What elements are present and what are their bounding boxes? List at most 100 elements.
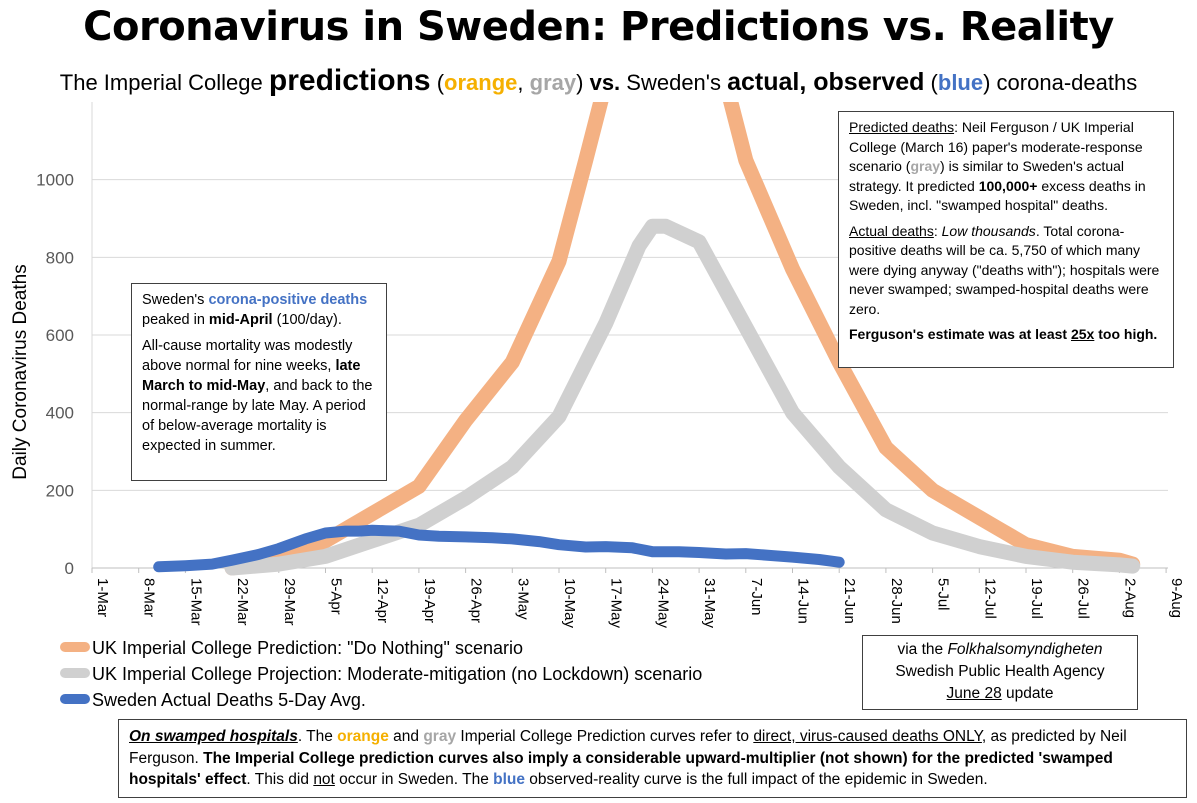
- text: 25x: [1070, 326, 1095, 342]
- subtitle-text: ): [576, 70, 590, 95]
- x-tick-label: 19-Apr: [421, 578, 438, 623]
- source-line: June 28 update: [863, 683, 1137, 705]
- x-tick-label: 12-Jul: [981, 578, 998, 619]
- text: The Imperial College prediction curves a…: [129, 749, 1113, 789]
- series-line-sweden-actual: [153, 524, 845, 573]
- text: June 28: [946, 685, 1002, 702]
- legend-swatch-gray: [60, 668, 90, 679]
- legend-item-do-nothing: UK Imperial College Prediction: "Do Noth…: [60, 638, 523, 660]
- legend-swatch-orange: [60, 642, 90, 653]
- y-axis: 0 200 400 600 800 1000: [36, 171, 74, 578]
- text: via the: [897, 641, 948, 658]
- x-tick-label: 5-Jul: [935, 578, 952, 611]
- x-tick-label: 31-May: [701, 578, 718, 629]
- y-axis-label: Daily Coronavirus Deaths: [10, 264, 31, 479]
- x-tick-label: 1-Mar: [94, 578, 111, 617]
- subtitle-gray: gray: [529, 70, 577, 95]
- x-tick-label: 22-Mar: [234, 578, 251, 626]
- subtitle-text: The Imperial College: [59, 70, 269, 95]
- x-tick-label: 10-May: [561, 578, 578, 629]
- text: Low thousands: [941, 222, 1036, 239]
- legend-label: UK Imperial College Prediction: "Do Noth…: [92, 638, 523, 658]
- subtitle-actual: actual, observed: [727, 68, 925, 96]
- text: observed-reality curve is the full impac…: [525, 771, 988, 788]
- x-tick-label: 3-May: [514, 578, 531, 620]
- text: excess deaths in Sweden, incl. "swamped …: [849, 177, 1146, 214]
- x-tick-label: 26-Apr: [468, 578, 485, 623]
- text: gray: [910, 158, 941, 174]
- subtitle-text: ,: [517, 70, 530, 95]
- actual-paragraph: Actual deaths: Low thousands. Total coro…: [849, 222, 1163, 320]
- text: not: [313, 771, 335, 788]
- subtitle-predictions: predictions: [268, 64, 431, 97]
- legend-swatch-blue: [60, 694, 90, 705]
- y-tick-label: 600: [46, 326, 74, 345]
- text: . This did: [246, 771, 314, 788]
- legend-label: Sweden Actual Deaths 5-Day Avg.: [92, 690, 366, 710]
- text: Predicted deaths: [849, 119, 955, 135]
- y-tick-label: 400: [46, 404, 74, 423]
- x-tick-label: 24-May: [654, 578, 671, 629]
- x-tick-label: 26-Jul: [1075, 578, 1092, 619]
- x-axis: 1-Mar 8-Mar 15-Mar 22-Mar 29-Mar 5-Apr 12-Apr 1…: [91, 568, 1185, 629]
- y-tick-label: 0: [65, 559, 74, 578]
- chart-series: [153, 102, 1141, 576]
- text: blue: [493, 771, 525, 788]
- text: . Total corona-positive deaths will be c…: [849, 222, 1160, 317]
- text: Sweden's: [142, 292, 209, 308]
- text: ) is similar to Sweden's actual strategy…: [849, 158, 1125, 194]
- subtitle-text: ) corona-deaths: [983, 70, 1138, 95]
- text: orange: [337, 728, 389, 745]
- text: direct, virus-caused deaths ONLY: [753, 728, 982, 745]
- x-tick-label: 17-May: [608, 578, 625, 629]
- subtitle-vs: vs.: [589, 70, 621, 95]
- source-line: Swedish Public Health Agency: [895, 663, 1105, 680]
- x-tick-label: 19-Jul: [1028, 578, 1045, 619]
- x-tick-label: 12-Apr: [374, 578, 391, 623]
- text: update: [1001, 685, 1054, 702]
- text: On swamped hospitals: [129, 728, 298, 745]
- subtitle-orange: orange: [444, 70, 518, 95]
- text: Imperial College Prediction curves refer…: [456, 728, 754, 745]
- text: :: [933, 222, 942, 239]
- text: corona-positive deaths: [208, 292, 368, 308]
- text: . The: [297, 728, 338, 745]
- subtitle-text: (: [924, 70, 938, 95]
- text: occur in Sweden. The: [334, 771, 494, 788]
- text: : Neil Ferguson / UK Imperial College (M…: [849, 119, 1143, 174]
- text: too high.: [1094, 326, 1158, 342]
- x-tick-label: 8-Mar: [141, 578, 158, 617]
- text: late March to mid-May: [142, 358, 361, 394]
- text: Ferguson's estimate was at least: [849, 326, 1071, 342]
- x-tick-label: 5-Apr: [328, 578, 345, 615]
- text: Folkhalsomyndigheten: [947, 641, 1103, 658]
- text: Actual deaths: [849, 222, 934, 239]
- text: , and back to the normal-range by late M…: [142, 378, 373, 454]
- text: , as predicted by Neil Ferguson.: [129, 728, 1127, 767]
- x-tick-label: 21-Jun: [841, 578, 858, 624]
- y-tick-label: 800: [46, 248, 74, 267]
- source-box: via the Folkhalsomyndigheten Swedish Pub…: [862, 635, 1138, 710]
- x-tick-label: 15-Mar: [187, 578, 204, 626]
- y-tick-label: 1000: [36, 171, 74, 190]
- text: (100/day).: [272, 312, 342, 328]
- peak-paragraph: Sweden's corona-positive deaths peaked i…: [142, 290, 376, 330]
- subtitle-text: Sweden's: [620, 70, 728, 95]
- mortality-paragraph: All-cause mortality was modestly above n…: [142, 336, 376, 456]
- legend-label: UK Imperial College Projection: Moderate…: [92, 664, 703, 684]
- info-box-peak: Sweden's corona-positive deaths peaked i…: [131, 283, 387, 481]
- series-line-do-nothing: [224, 102, 1141, 576]
- legend-item-moderate: UK Imperial College Projection: Moderate…: [60, 664, 702, 686]
- predicted-paragraph: Predicted deaths: Neil Ferguson / UK Imp…: [849, 118, 1163, 216]
- legend-item-actual: Sweden Actual Deaths 5-Day Avg.: [60, 690, 366, 712]
- x-tick-label: 7-Jun: [748, 578, 765, 616]
- text: 100,000+: [978, 177, 1038, 194]
- subtitle-text: (: [430, 70, 445, 95]
- x-tick-label: 29-Mar: [281, 578, 298, 626]
- y-tick-label: 200: [46, 481, 74, 500]
- source-line: via the Folkhalsomyndigheten: [863, 639, 1137, 661]
- text: On swamped hospitals: [129, 728, 298, 745]
- text: All-cause mortality was modestly above n…: [142, 338, 353, 374]
- x-tick-label: 14-Jun: [795, 578, 812, 624]
